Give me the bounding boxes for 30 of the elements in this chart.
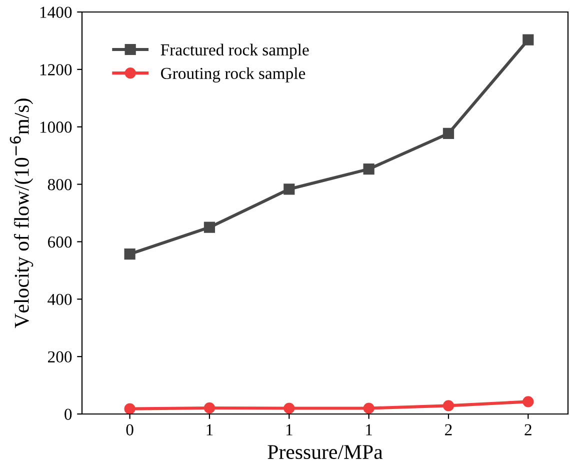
- point: [363, 164, 374, 175]
- point: [204, 222, 216, 233]
- point: [522, 396, 534, 408]
- x-tick-label: 2: [445, 424, 452, 436]
- legend-label: Grouting rock sample: [161, 67, 306, 82]
- legend-label: Fractured rock sample: [160, 44, 309, 59]
- point: [522, 34, 534, 46]
- y-tick-label: 1400: [40, 6, 72, 18]
- point: [284, 402, 295, 414]
- y-tick-label: 0: [64, 408, 72, 420]
- point: [284, 184, 295, 195]
- y-tick-label: 1200: [40, 64, 72, 76]
- y-tick-label: 600: [48, 236, 72, 248]
- y-tick-label: 800: [48, 178, 72, 190]
- x-tick-label: 2: [524, 424, 532, 436]
- x-tick-label: 1: [206, 424, 213, 436]
- x-tick-label: 1: [286, 424, 292, 436]
- y-axis-title: Velocity of flow/(10$^{−6}$m/s): [10, 98, 34, 328]
- x-tick-label: 0: [126, 424, 134, 436]
- point: [124, 403, 136, 414]
- x-tick-label: 1: [366, 424, 372, 436]
- y-tick-label: 1000: [40, 122, 72, 133]
- point: [204, 402, 216, 414]
- y-tick-label: 200: [48, 351, 72, 363]
- point: [442, 128, 454, 140]
- y-tick-label: 400: [48, 294, 72, 306]
- point: [442, 400, 454, 412]
- x-axis-title: Pressure/MPa: [268, 445, 383, 460]
- point: [124, 248, 136, 260]
- point: [363, 402, 374, 414]
